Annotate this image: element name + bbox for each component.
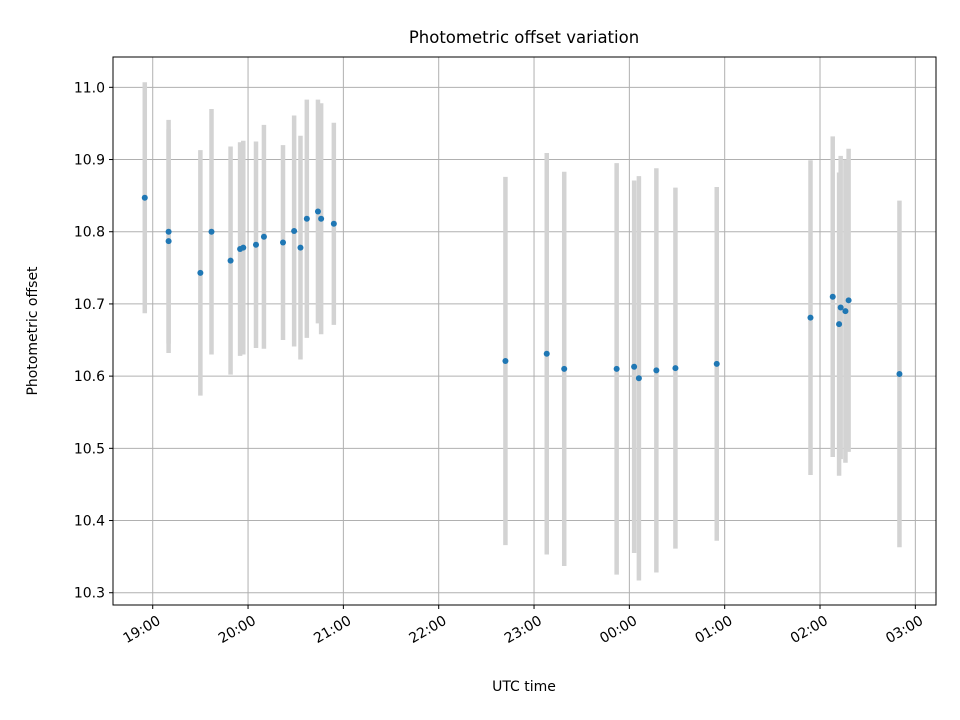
chart-title: Photometric offset variation (409, 28, 639, 47)
data-point (845, 297, 852, 304)
data-point (197, 269, 204, 276)
data-point (252, 241, 259, 248)
data-point (141, 194, 148, 201)
data-point (297, 244, 304, 251)
y-axis-label: Photometric offset (25, 266, 41, 396)
y-tick-label: 10.6 (74, 369, 105, 385)
data-point (631, 363, 638, 370)
data-point (807, 314, 814, 321)
data-point (291, 228, 298, 235)
y-tick-label: 11.0 (74, 80, 105, 96)
data-point (318, 215, 325, 222)
data-point (502, 357, 509, 364)
data-point (314, 208, 321, 215)
data-points (141, 194, 903, 382)
y-tick-label: 10.3 (74, 586, 105, 602)
plot-frame (112, 56, 937, 606)
grid-lines (113, 57, 936, 605)
data-point (842, 308, 849, 315)
data-point (635, 375, 642, 382)
data-point (713, 360, 720, 367)
data-point (240, 244, 247, 251)
y-axis-ticks: 10.3 10.4 10.5 10.6 10.7 10.8 10.9 11.0 (74, 80, 113, 602)
y-tick-label: 10.5 (74, 441, 105, 457)
data-point (543, 350, 550, 357)
data-point (836, 321, 843, 328)
data-point (260, 233, 267, 240)
data-point (672, 365, 679, 372)
data-point (837, 304, 844, 311)
data-point (165, 228, 172, 235)
x-axis-label: UTC time (492, 679, 556, 695)
y-tick-label: 10.8 (74, 225, 105, 241)
data-point (208, 228, 215, 235)
data-point (330, 220, 337, 227)
data-point (653, 367, 660, 374)
data-point (829, 293, 836, 300)
y-tick-label: 10.9 (74, 153, 105, 169)
data-point (303, 215, 310, 222)
data-point (227, 257, 234, 264)
data-point (896, 370, 903, 377)
y-tick-label: 10.7 (74, 297, 105, 313)
data-point (280, 239, 287, 246)
data-point (165, 238, 172, 245)
data-point (561, 365, 568, 372)
data-point (613, 365, 620, 372)
y-tick-label: 10.4 (74, 514, 105, 530)
